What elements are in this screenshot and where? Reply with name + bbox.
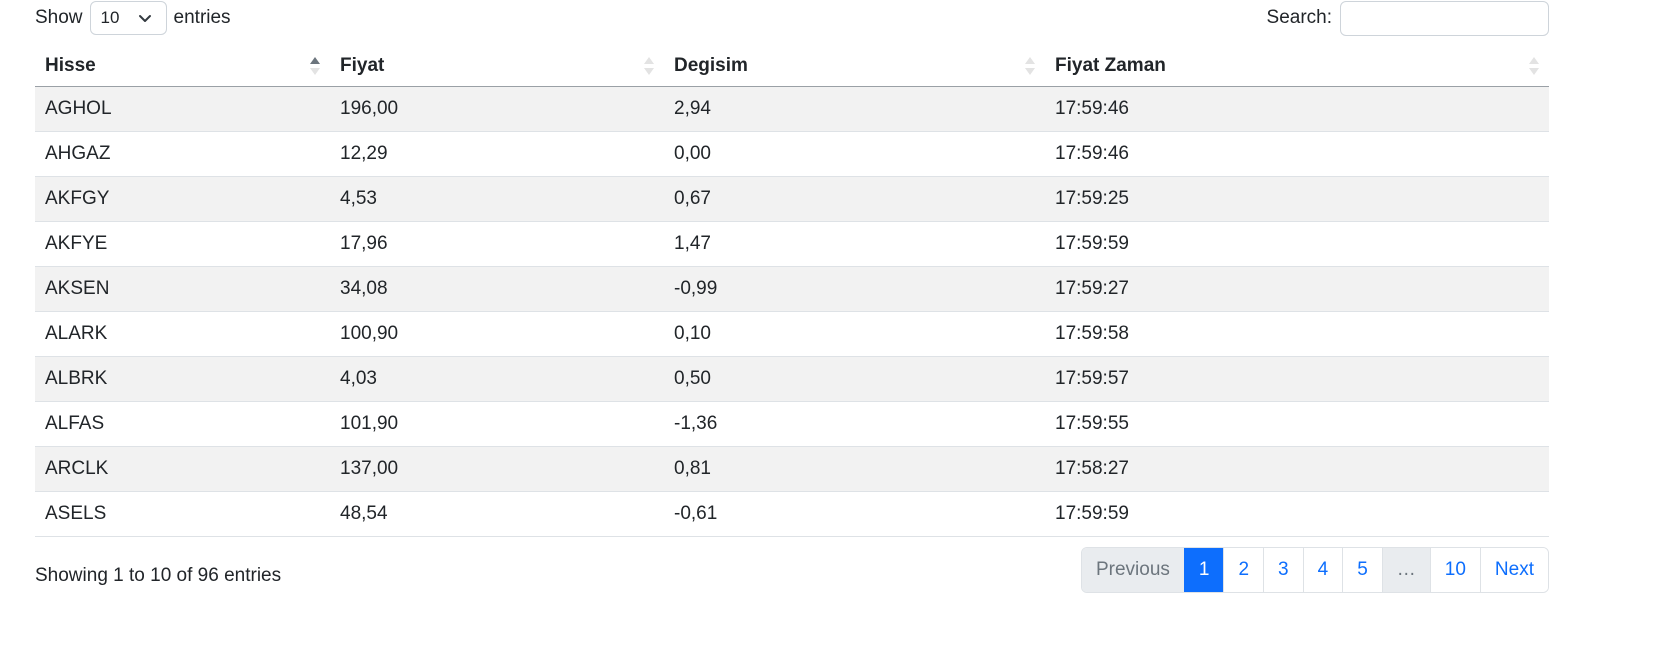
page-button-10[interactable]: 10 [1429, 548, 1480, 592]
page-length-control: Show 10 entries [35, 0, 231, 36]
show-label: Show [35, 7, 83, 28]
cell-degisim: 0,67 [664, 176, 1045, 222]
stock-table: Hisse Fiyat Degisim Fiyat Zaman [35, 45, 1549, 537]
table-controls: Show 10 entries Search: [35, 0, 1549, 36]
cell-fiyat: 34,08 [330, 266, 664, 312]
chevron-down-icon [138, 15, 151, 22]
cell-degisim: -0,99 [664, 266, 1045, 312]
table-row: ALBRK 4,03 0,50 17:59:57 [35, 356, 1549, 402]
cell-hisse: ALARK [35, 311, 330, 357]
cell-hisse: ALBRK [35, 356, 330, 402]
page-length-select[interactable]: 10 [89, 1, 167, 35]
cell-fiyat-zaman: 17:59:27 [1045, 266, 1549, 312]
cell-degisim: 0,10 [664, 311, 1045, 357]
cell-fiyat: 48,54 [330, 491, 664, 537]
page-length-value: 10 [100, 8, 120, 27]
cell-fiyat-zaman: 17:59:59 [1045, 491, 1549, 537]
column-header-label: Hisse [45, 54, 96, 76]
search-input[interactable] [1340, 0, 1549, 36]
column-header-label: Fiyat Zaman [1055, 54, 1166, 76]
table-body: AGHOL 196,00 2,94 17:59:46 AHGAZ 12,29 0… [35, 86, 1549, 537]
cell-hisse: AKFYE [35, 221, 330, 267]
cell-fiyat: 4,53 [330, 176, 664, 222]
column-header-fiyat-zaman[interactable]: Fiyat Zaman [1045, 45, 1549, 87]
sort-icon [644, 57, 654, 75]
column-header-label: Fiyat [340, 54, 385, 76]
cell-hisse: ALFAS [35, 401, 330, 447]
sort-ascending-icon [310, 57, 320, 75]
entries-label: entries [173, 7, 231, 28]
cell-fiyat: 12,29 [330, 131, 664, 177]
cell-fiyat: 137,00 [330, 446, 664, 492]
search-control: Search: [1267, 0, 1549, 36]
sort-icon [1529, 57, 1539, 75]
sort-icon [1025, 57, 1035, 75]
table-row: ARCLK 137,00 0,81 17:58:27 [35, 446, 1549, 492]
column-header-degisim[interactable]: Degisim [664, 45, 1045, 87]
page-button-5[interactable]: 5 [1342, 548, 1382, 592]
cell-degisim: 0,00 [664, 131, 1045, 177]
cell-degisim: 0,81 [664, 446, 1045, 492]
table-row: ALARK 100,90 0,10 17:59:58 [35, 311, 1549, 357]
cell-fiyat-zaman: 17:59:59 [1045, 221, 1549, 267]
table-row: ASELS 48,54 -0,61 17:59:59 [35, 491, 1549, 537]
cell-fiyat-zaman: 17:59:57 [1045, 356, 1549, 402]
table-header: Hisse Fiyat Degisim Fiyat Zaman [35, 45, 1549, 87]
previous-page-button[interactable]: Previous [1081, 548, 1184, 592]
table-row: AKFGY 4,53 0,67 17:59:25 [35, 176, 1549, 222]
datatable-wrapper: Show 10 entries Search: Hisse Fiyat [35, 0, 1549, 607]
column-header-fiyat[interactable]: Fiyat [330, 45, 664, 87]
cell-degisim: 2,94 [664, 86, 1045, 132]
table-row: AGHOL 196,00 2,94 17:59:46 [35, 86, 1549, 132]
column-header-label: Degisim [674, 54, 748, 76]
cell-hisse: ASELS [35, 491, 330, 537]
table-row: AKFYE 17,96 1,47 17:59:59 [35, 221, 1549, 267]
cell-fiyat: 17,96 [330, 221, 664, 267]
cell-fiyat: 100,90 [330, 311, 664, 357]
cell-fiyat-zaman: 17:58:27 [1045, 446, 1549, 492]
column-header-hisse[interactable]: Hisse [35, 45, 330, 87]
table-info: Showing 1 to 10 of 96 entries [35, 565, 282, 586]
pagination: Previous 1 2 3 4 5 … 10 Next [1080, 547, 1549, 593]
table-row: AHGAZ 12,29 0,00 17:59:46 [35, 131, 1549, 177]
page-button-1[interactable]: 1 [1183, 548, 1224, 592]
cell-hisse: AKFGY [35, 176, 330, 222]
cell-fiyat: 101,90 [330, 401, 664, 447]
cell-fiyat-zaman: 17:59:55 [1045, 401, 1549, 447]
cell-hisse: AHGAZ [35, 131, 330, 177]
cell-hisse: ARCLK [35, 446, 330, 492]
cell-fiyat-zaman: 17:59:58 [1045, 311, 1549, 357]
cell-degisim: 0,50 [664, 356, 1045, 402]
table-row: ALFAS 101,90 -1,36 17:59:55 [35, 401, 1549, 447]
cell-fiyat: 196,00 [330, 86, 664, 132]
cell-fiyat: 4,03 [330, 356, 664, 402]
cell-hisse: AKSEN [35, 266, 330, 312]
cell-degisim: 1,47 [664, 221, 1045, 267]
cell-degisim: -0,61 [664, 491, 1045, 537]
page-button-3[interactable]: 3 [1263, 548, 1303, 592]
page-button-2[interactable]: 2 [1223, 548, 1264, 592]
next-page-button[interactable]: Next [1479, 548, 1548, 592]
cell-fiyat-zaman: 17:59:46 [1045, 131, 1549, 177]
cell-hisse: AGHOL [35, 86, 330, 132]
page-ellipsis: … [1381, 548, 1430, 592]
table-footer: Showing 1 to 10 of 96 entries Previous 1… [35, 547, 1549, 607]
cell-degisim: -1,36 [664, 401, 1045, 447]
page-button-4[interactable]: 4 [1302, 548, 1343, 592]
table-row: AKSEN 34,08 -0,99 17:59:27 [35, 266, 1549, 312]
cell-fiyat-zaman: 17:59:46 [1045, 86, 1549, 132]
search-label: Search: [1266, 7, 1332, 28]
cell-fiyat-zaman: 17:59:25 [1045, 176, 1549, 222]
